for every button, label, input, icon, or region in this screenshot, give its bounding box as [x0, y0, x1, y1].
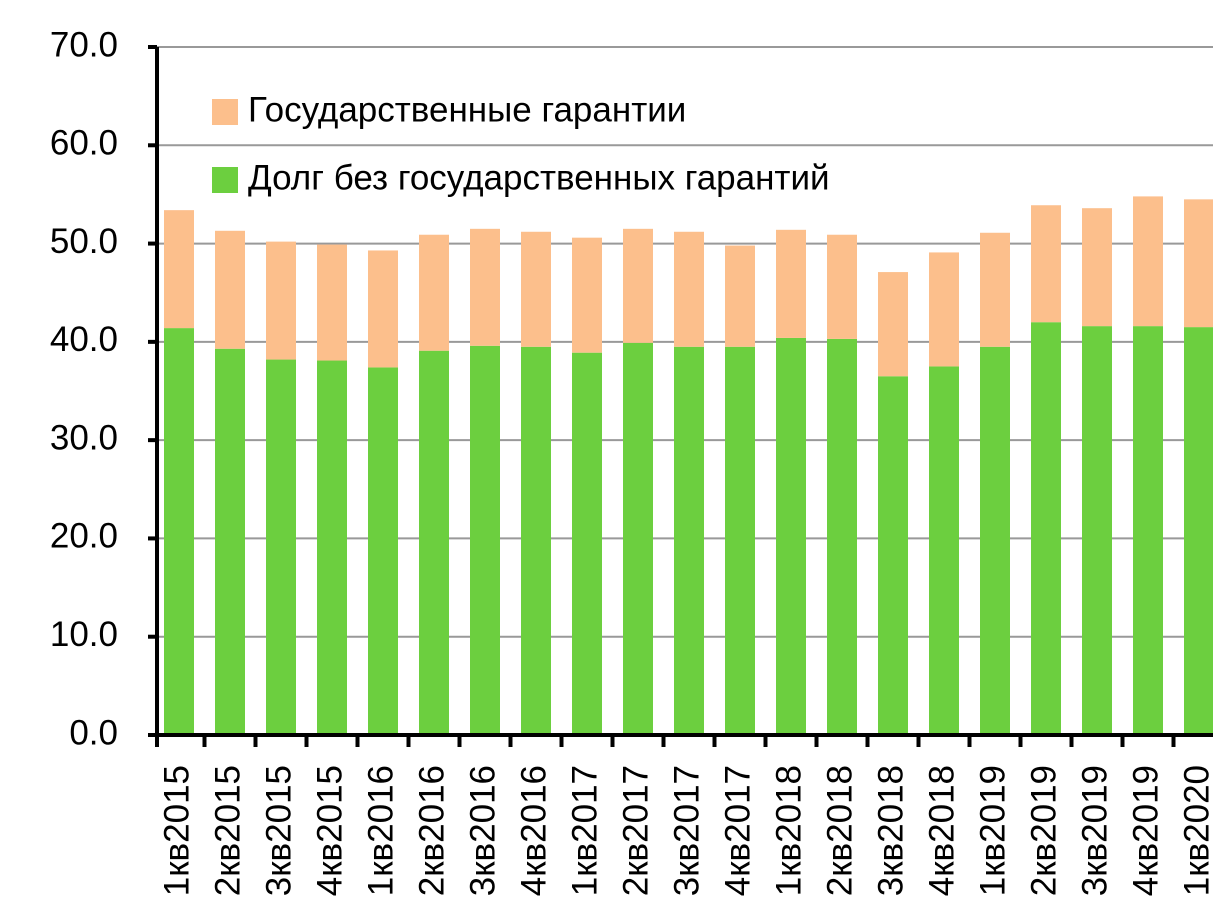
x-tick-label: 3кв2016 — [463, 765, 502, 896]
bar-segment — [521, 346, 551, 735]
bar-segment — [470, 345, 500, 735]
y-tick-label: 50.0 — [50, 222, 118, 261]
legend-swatch — [212, 167, 238, 193]
x-tick-label: 4кв2016 — [514, 765, 553, 896]
x-tick-label: 1кв2020 — [1177, 765, 1213, 896]
bar-segment — [266, 359, 296, 735]
bar-segment — [1133, 326, 1163, 735]
bar-segment — [674, 231, 704, 347]
x-tick-label: 1кв2015 — [157, 765, 196, 896]
bar-segment — [929, 252, 959, 367]
bar-segment — [827, 338, 857, 735]
x-tick-label: 4кв2019 — [1126, 765, 1165, 896]
bar-segment — [878, 272, 908, 377]
x-tick-label: 2кв2018 — [820, 765, 859, 896]
bar-segment — [776, 337, 806, 735]
bar-segment — [725, 346, 755, 735]
bar-segment — [1184, 199, 1213, 328]
bar-segment — [215, 348, 245, 735]
y-tick-label: 60.0 — [50, 124, 118, 163]
x-tick-label: 3кв2018 — [871, 765, 910, 896]
bar-segment — [572, 237, 602, 353]
x-tick-label: 2кв2017 — [616, 765, 655, 896]
bar-segment — [725, 245, 755, 347]
bar-segment — [419, 234, 449, 351]
x-tick-label: 1кв2018 — [769, 765, 808, 896]
bar-segment — [266, 241, 296, 360]
legend-swatch — [212, 99, 238, 125]
y-tick-label: 20.0 — [50, 517, 118, 556]
x-tick-label: 2кв2016 — [412, 765, 451, 896]
x-tick-label: 3кв2019 — [1075, 765, 1114, 896]
y-tick-label: 30.0 — [50, 418, 118, 457]
bar-segment — [980, 232, 1010, 347]
bar-segment — [623, 342, 653, 735]
x-tick-label: 4кв2018 — [922, 765, 961, 896]
legend-label: Долг без государственных гарантий — [248, 158, 830, 197]
bar-segment — [1082, 326, 1112, 735]
y-tick-label: 70.0 — [50, 25, 118, 64]
x-tick-label: 3кв2017 — [667, 765, 706, 896]
bar-segment — [878, 376, 908, 735]
bar-segment — [1031, 322, 1061, 735]
legend-label: Государственные гарантии — [248, 90, 686, 129]
y-tick-label: 0.0 — [69, 713, 118, 752]
bar-segment — [572, 352, 602, 735]
x-tick-label: 2кв2019 — [1024, 765, 1063, 896]
bar-segment — [929, 366, 959, 735]
bar-segment — [980, 346, 1010, 735]
bar-segment — [470, 228, 500, 346]
bar-segment — [215, 230, 245, 349]
bar-segment — [317, 360, 347, 735]
bar-segment — [623, 228, 653, 343]
bar-segment — [827, 234, 857, 339]
x-tick-label: 1кв2016 — [361, 765, 400, 896]
x-tick-label: 2кв2015 — [208, 765, 247, 896]
bar-segment — [1133, 196, 1163, 327]
bar-segment — [317, 244, 347, 361]
y-tick-label: 10.0 — [50, 615, 118, 654]
bar-segment — [674, 346, 704, 735]
x-tick-label: 4кв2015 — [310, 765, 349, 896]
x-tick-label: 4кв2017 — [718, 765, 757, 896]
bar-segment — [521, 231, 551, 347]
bar-segment — [1082, 208, 1112, 327]
bar-segment — [776, 229, 806, 338]
x-tick-label: 1кв2017 — [565, 765, 604, 896]
bar-segment — [1031, 205, 1061, 323]
bar-segment — [368, 367, 398, 735]
x-tick-label: 3кв2015 — [259, 765, 298, 896]
bar-segment — [164, 210, 194, 329]
x-tick-label: 1кв2019 — [973, 765, 1012, 896]
bar-segment — [419, 350, 449, 735]
bar-segment — [1184, 327, 1213, 735]
y-tick-label: 40.0 — [50, 320, 118, 359]
bar-segment — [368, 250, 398, 368]
bar-segment — [164, 328, 194, 735]
